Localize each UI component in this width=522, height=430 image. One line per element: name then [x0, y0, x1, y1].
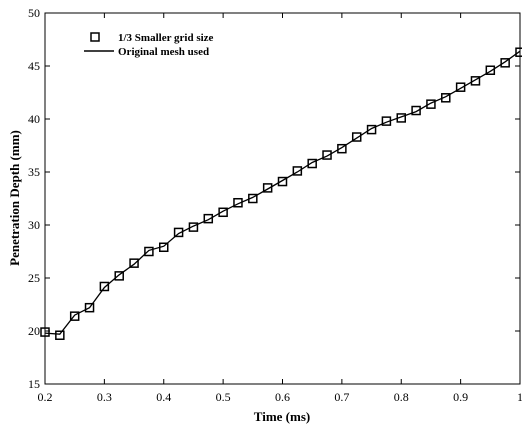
- data-point-square: [485, 65, 496, 75]
- data-point-square: [381, 116, 392, 126]
- data-point-square: [366, 124, 377, 135]
- data-point-square: [262, 183, 273, 193]
- data-point-square: [455, 82, 466, 92]
- x-tick-label: 0.8: [394, 390, 409, 404]
- x-tick-label: 0.3: [97, 390, 112, 404]
- data-point-square: [159, 242, 169, 253]
- x-tick-label: 0.4: [156, 390, 171, 404]
- data-point-square: [307, 158, 317, 169]
- data-point-square: [55, 330, 65, 340]
- data-point-square: [129, 258, 139, 268]
- line-series-group: [44, 50, 521, 335]
- legend-marker-square: [90, 32, 100, 42]
- data-point-square: [351, 132, 362, 142]
- data-point-square: [173, 227, 184, 238]
- y-tick-label: 45: [28, 59, 40, 73]
- data-point-square: [218, 207, 228, 218]
- legend-label-smaller-grid: 1/3 Smaller grid size: [118, 32, 214, 44]
- data-point-square: [500, 58, 510, 68]
- data-point-square: [114, 271, 124, 281]
- data-point-square: [40, 327, 50, 337]
- data-point-square: [322, 150, 332, 160]
- data-point-square: [84, 302, 95, 313]
- data-point-square: [426, 99, 436, 109]
- y-axis: 15 20 25 30 35 40 45 50: [28, 6, 520, 391]
- data-point-square: [411, 105, 421, 116]
- data-point-square: [203, 213, 214, 224]
- data-point-square: [248, 193, 258, 204]
- y-axis-label: Penetration Depth (mm): [7, 130, 22, 266]
- y-tick-label: 25: [28, 271, 40, 285]
- data-point-square: [144, 246, 154, 257]
- x-tick-label: 0.7: [334, 390, 349, 404]
- y-tick-label: 20: [28, 324, 40, 338]
- x-tick-label: 1: [517, 390, 522, 404]
- data-point-square: [69, 311, 80, 321]
- x-tick-label: 0.6: [275, 390, 290, 404]
- data-point-square: [337, 143, 347, 154]
- data-point-square: [292, 166, 303, 176]
- data-point-square: [515, 47, 522, 57]
- data-point-square: [470, 76, 481, 86]
- marker-series-group: [40, 47, 522, 340]
- x-tick-label: 0.9: [453, 390, 468, 404]
- y-tick-label: 35: [28, 165, 40, 179]
- data-point-square: [99, 281, 110, 292]
- data-point-square: [441, 93, 451, 103]
- x-tick-label: 0.5: [216, 390, 231, 404]
- series-line-original-mesh: [44, 50, 521, 335]
- data-point-square: [277, 176, 288, 187]
- x-tick-label: 0.2: [38, 390, 53, 404]
- x-axis-label: Time (ms): [254, 409, 310, 424]
- y-tick-label: 40: [28, 112, 40, 126]
- y-tick-label: 15: [28, 377, 40, 391]
- data-point-square: [396, 113, 406, 123]
- legend-label-original-mesh: Original mesh used: [118, 46, 209, 58]
- y-tick-label: 50: [28, 6, 40, 20]
- legend: 1/3 Smaller grid size Original mesh used: [84, 32, 214, 58]
- x-axis: 0.2 0.3 0.4 0.5 0.6 0.7 0.8 0.9 1: [38, 13, 522, 404]
- data-point-square: [233, 197, 243, 208]
- data-point-square: [188, 222, 199, 232]
- plot-area: [44, 12, 521, 385]
- y-tick-label: 30: [28, 218, 40, 232]
